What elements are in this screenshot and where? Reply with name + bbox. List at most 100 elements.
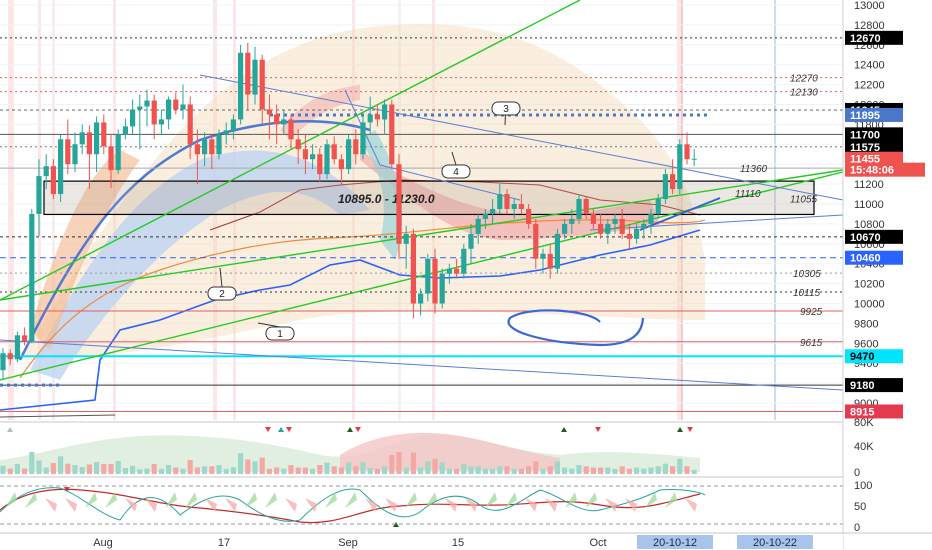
- candle-body: [137, 106, 143, 110]
- osc-fill: [585, 492, 597, 508]
- level-annotation-label: 12270: [790, 74, 818, 85]
- osc-fill: [445, 498, 457, 512]
- volume-oscillator-band-red: [340, 432, 560, 470]
- price-tag: 11700: [845, 127, 903, 142]
- candle-body: [346, 139, 352, 170]
- candle-body: [562, 223, 568, 234]
- price-tag-box: [845, 30, 903, 45]
- price-tick-label: 10800: [854, 219, 885, 231]
- osc-fill: [425, 492, 437, 508]
- range-zone[interactable]: 10895.0 - 11230.0: [43, 180, 815, 216]
- time-highlight: 20-10-22: [737, 535, 813, 549]
- volume-bar: [677, 458, 683, 474]
- volume-bar: [223, 469, 229, 474]
- volume-bar: [634, 467, 640, 474]
- volume-bar: [108, 464, 114, 474]
- price-tick-label: 12400: [854, 60, 885, 72]
- highlight-stripe: [52, 0, 55, 420]
- trendline: [589, 214, 844, 231]
- price-tick-label: 10000: [854, 299, 885, 311]
- price-tag-label: 8915: [850, 406, 874, 418]
- volume-bar: [619, 466, 625, 474]
- volume-bar: [554, 461, 560, 474]
- volume-bar: [403, 467, 409, 474]
- callout-label: 4: [453, 167, 459, 178]
- volume-bar: [612, 468, 618, 474]
- numbered-callouts[interactable]: 1 2 3 4: [207, 101, 521, 341]
- volume-bar: [187, 460, 193, 474]
- candle-body: [382, 104, 388, 120]
- volume-pane: [0, 421, 932, 474]
- volume-bar: [310, 468, 316, 474]
- level-annotation-label: 10305: [793, 269, 821, 280]
- axis-background: [843, 0, 932, 550]
- volume-bar: [331, 466, 337, 474]
- candle-body: [374, 114, 380, 120]
- candle-body: [266, 109, 272, 115]
- price-axis[interactable]: 1300012800126001240012200120001180011600…: [842, 0, 932, 550]
- candle-body: [108, 146, 114, 171]
- candle-body: [410, 233, 416, 304]
- callout-leader: [451, 151, 457, 166]
- volume-bar: [641, 468, 647, 474]
- candle-body: [259, 59, 265, 110]
- time-axis[interactable]: Aug 17 Sep 15 Oct 20-10-12 20-10-22: [0, 532, 932, 550]
- osc-fill: [185, 492, 197, 508]
- volume-bar: [115, 461, 121, 474]
- candle-body: [281, 119, 287, 125]
- volume-bar: [569, 468, 575, 474]
- candle-body: [446, 268, 452, 274]
- osc-fill: [645, 492, 657, 508]
- price-tag-label: 9470: [850, 351, 874, 363]
- callout-1: 1: [257, 322, 295, 341]
- price-tag-box: [845, 378, 903, 393]
- candle-body: [461, 248, 467, 274]
- signal-marker: [687, 427, 693, 432]
- volume-bar: [590, 467, 596, 474]
- highlight-stripe: [233, 0, 236, 420]
- volume-bar: [655, 466, 661, 474]
- trendlines[interactable]: [0, 0, 844, 391]
- price-tags: 12670119451189511700115751145515:48:0610…: [845, 30, 925, 419]
- price-tick-label: 13000: [854, 0, 885, 12]
- price-tag-label: 9180: [850, 380, 874, 392]
- volume-bar: [547, 466, 553, 474]
- price-tag: 10460: [845, 250, 903, 265]
- volume-bar: [302, 467, 308, 474]
- time-highlight: 20-10-12: [637, 535, 713, 549]
- signal-marker: [595, 427, 601, 432]
- level-annotations: 12270 12130 11360 11110 11055 10305 10115 9925 9…: [735, 74, 823, 349]
- candle-body: [389, 104, 395, 165]
- candle-body: [526, 208, 532, 224]
- osc-fill: [465, 498, 477, 512]
- candle-body: [547, 253, 553, 269]
- osc-fill: [365, 498, 377, 512]
- volume-tick-label: 0: [854, 467, 860, 479]
- osc-fill: [85, 492, 97, 508]
- zone-rect: [43, 180, 815, 216]
- volume-bar: [158, 468, 164, 474]
- candle-body: [72, 144, 78, 165]
- price-tag-box: [845, 127, 903, 142]
- volume-bar: [432, 458, 438, 474]
- callout-4: 4: [441, 151, 471, 179]
- price-tick-label: 9800: [854, 318, 878, 330]
- price-tag-label: 10460: [850, 253, 881, 265]
- osc-fill: [385, 498, 397, 512]
- callout-label: 3: [503, 104, 509, 115]
- time-tick-label: Aug: [93, 537, 113, 549]
- volume-bar: [446, 468, 452, 474]
- volume-bar: [209, 466, 215, 474]
- time-tick-label: Sep: [338, 537, 358, 549]
- price-tag-label: 15:48:06: [850, 165, 894, 177]
- cloud-cyan: [360, 130, 403, 260]
- osc-fill: [565, 492, 577, 508]
- candle-body: [144, 100, 150, 107]
- trendline: [0, 339, 844, 391]
- candle-body: [58, 139, 64, 195]
- volume-bar: [86, 464, 92, 474]
- signal-marker: [7, 427, 13, 432]
- candles: [0, 42, 697, 380]
- time-tick-label: 15: [452, 537, 464, 549]
